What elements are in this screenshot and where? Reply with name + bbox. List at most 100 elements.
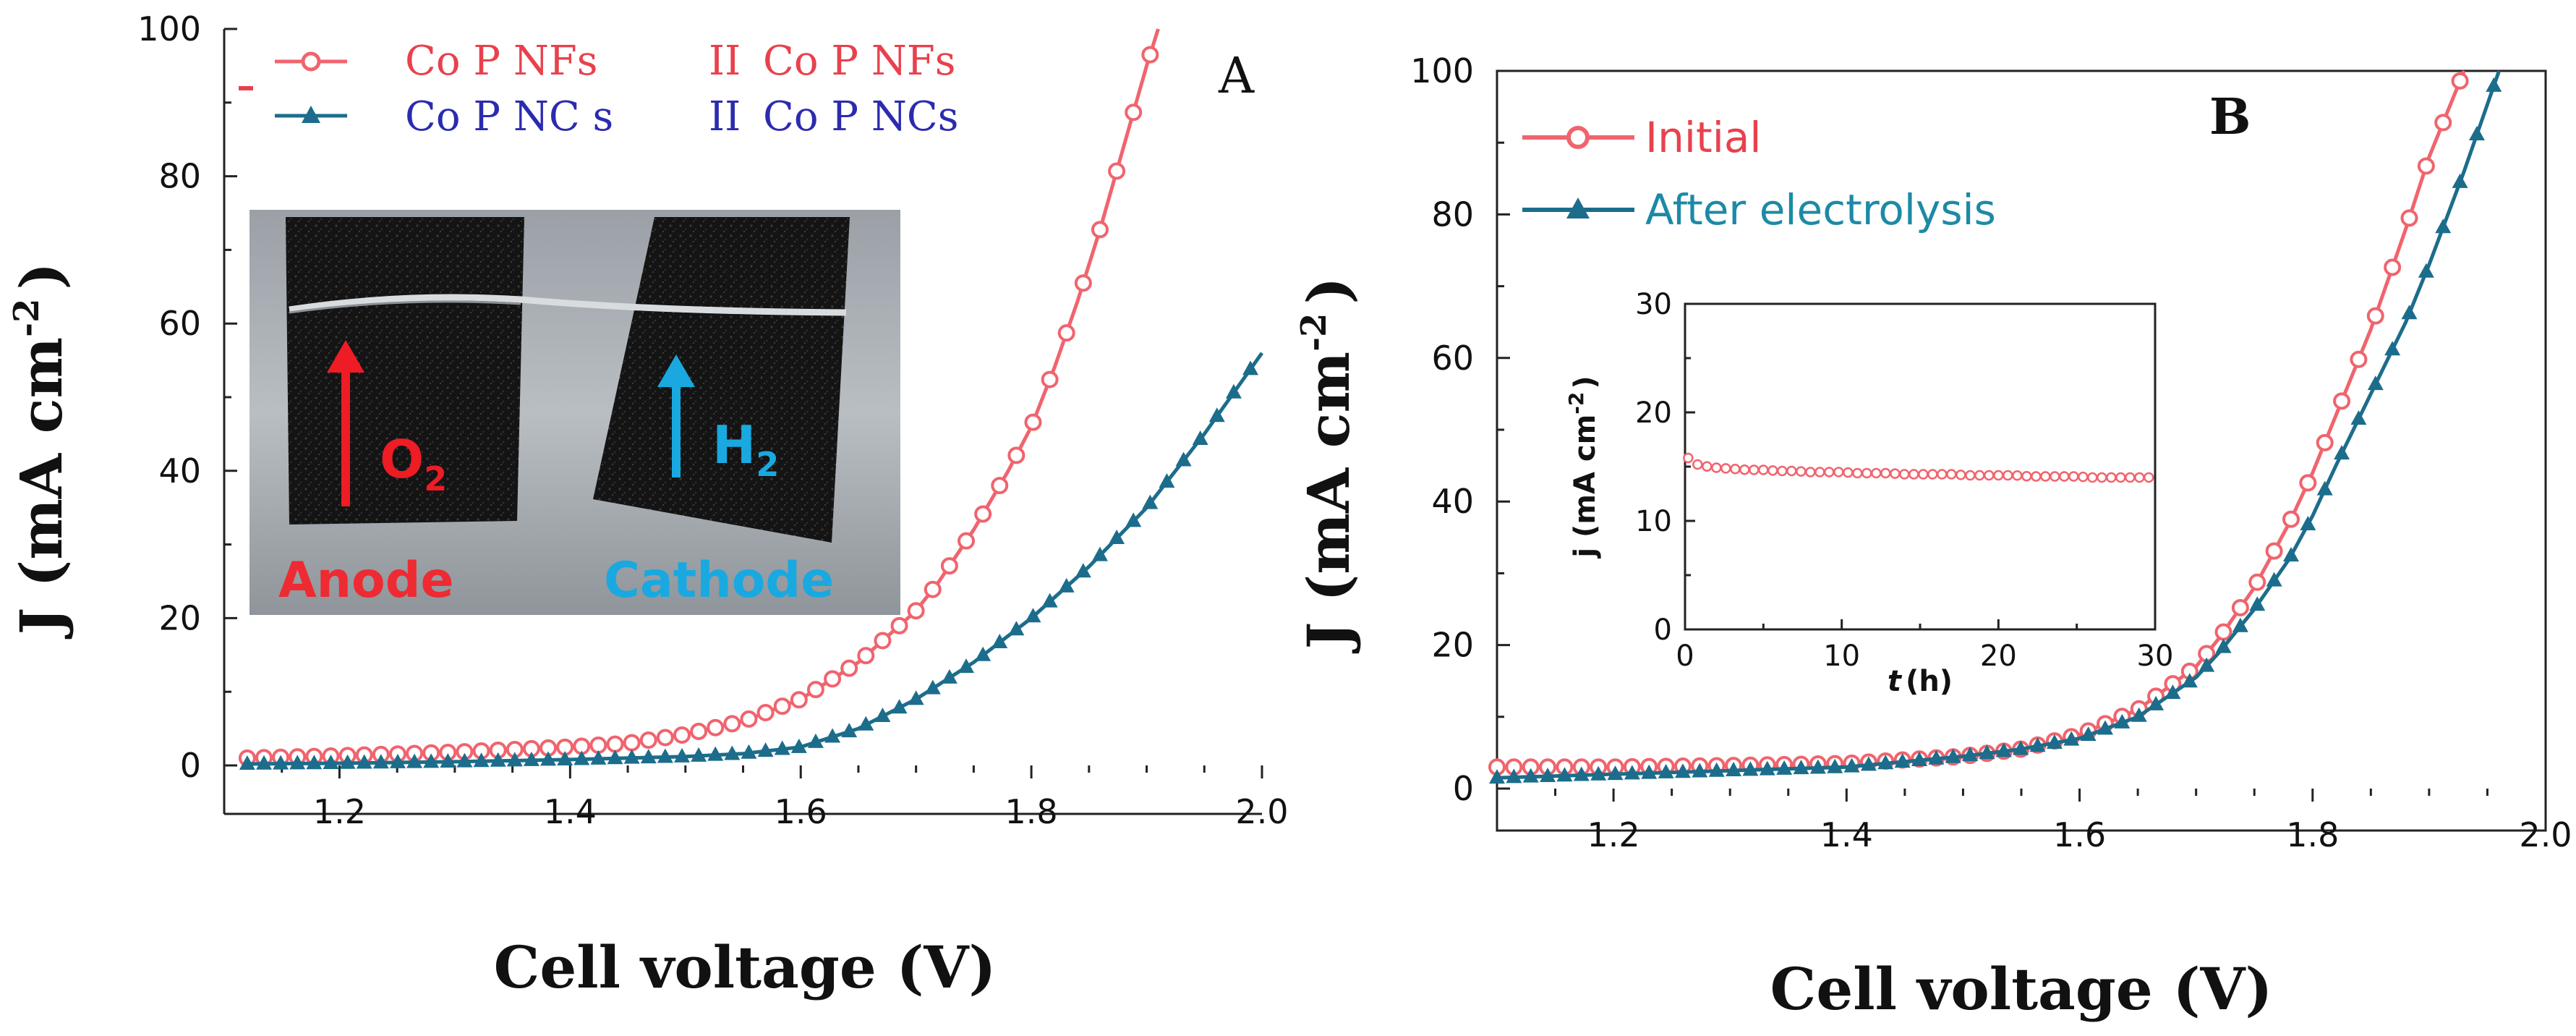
data-point bbox=[1945, 748, 1961, 763]
data-point bbox=[473, 752, 490, 768]
data-point bbox=[2249, 596, 2266, 611]
data-point bbox=[239, 755, 255, 770]
data-point bbox=[907, 602, 925, 620]
data-point bbox=[606, 735, 624, 753]
data-point bbox=[406, 753, 423, 768]
x-tick-label: 1.2 bbox=[1587, 815, 1640, 854]
data-point bbox=[356, 754, 372, 769]
y-tick-label: 80 bbox=[1431, 195, 1474, 234]
data-point bbox=[2400, 209, 2418, 227]
data-point bbox=[891, 699, 908, 714]
data-point bbox=[2350, 410, 2367, 425]
inset-data-point bbox=[1805, 467, 1816, 477]
data-point bbox=[824, 670, 842, 688]
data-point bbox=[1894, 753, 1911, 768]
data-point bbox=[941, 668, 958, 684]
data-point bbox=[372, 754, 389, 769]
data-point bbox=[890, 616, 908, 634]
data-point bbox=[1692, 763, 1708, 778]
data-point bbox=[857, 647, 875, 665]
data-point bbox=[975, 646, 991, 661]
y-tick-label: 80 bbox=[158, 157, 201, 196]
inset-data-point bbox=[2040, 471, 2051, 482]
legend-label-cop-nfs: Co P NFs bbox=[405, 38, 597, 85]
data-point bbox=[2367, 375, 2384, 391]
data-point bbox=[958, 658, 975, 674]
panel-a-x-tick-labels: 1.2 1.4 1.6 1.8 2.0 bbox=[313, 792, 1289, 831]
data-point bbox=[723, 715, 741, 733]
legend-marker-initial bbox=[1566, 126, 1590, 149]
panel-b-series bbox=[1488, 70, 2502, 784]
panel-a-y-axis-title: J (mA cm-2) bbox=[7, 263, 75, 640]
x-tick-label: 1.6 bbox=[775, 792, 827, 831]
panel-a-axes bbox=[223, 29, 1262, 815]
inset-data-point bbox=[2115, 472, 2126, 483]
panel-a-y-ticks bbox=[224, 27, 237, 767]
data-point bbox=[1041, 593, 1058, 608]
data-point bbox=[656, 729, 674, 747]
legend-sep-blue: II bbox=[709, 93, 741, 140]
data-point bbox=[1141, 46, 1159, 64]
inset-y-tick-label: 20 bbox=[1635, 396, 1672, 430]
data-point bbox=[740, 710, 758, 728]
inset-data-point bbox=[2097, 472, 2107, 483]
panel-b-legend: Initial After electrolysis bbox=[1522, 113, 1996, 234]
data-point bbox=[807, 733, 824, 748]
data-point bbox=[323, 755, 339, 770]
y-tick-label: 0 bbox=[180, 746, 201, 785]
data-point bbox=[573, 750, 590, 765]
legend-sep-red: II bbox=[709, 38, 741, 85]
panel-b-label: B bbox=[2209, 88, 2251, 146]
y-tick-label: 100 bbox=[137, 9, 201, 48]
electrolyzer-photo: O2 H2 Anode Cathode bbox=[250, 210, 900, 615]
inset-data-point bbox=[1965, 470, 1976, 481]
inset-data-point bbox=[1777, 465, 1788, 477]
data-point bbox=[1759, 760, 1775, 776]
data-point bbox=[1979, 744, 1995, 760]
panel-b-x-axis-title: Cell voltage (V) bbox=[1770, 955, 2273, 1023]
inset-x-tick-label: 10 bbox=[1823, 640, 1860, 673]
cathode-label: Cathode bbox=[604, 552, 834, 609]
data-point bbox=[2029, 737, 2046, 752]
data-point bbox=[924, 679, 941, 695]
data-point bbox=[673, 747, 690, 763]
data-point bbox=[924, 580, 942, 598]
inset-data-point bbox=[2078, 471, 2089, 483]
data-point bbox=[2181, 673, 2198, 688]
inset-data-point bbox=[2003, 470, 2013, 481]
inset-data-point bbox=[2144, 472, 2154, 483]
legend-label-initial: Initial bbox=[1645, 113, 1762, 162]
data-point bbox=[2165, 684, 2181, 700]
inset-y-tick-labels: 0 10 20 30 bbox=[1635, 288, 1672, 647]
data-point bbox=[790, 691, 808, 709]
legend-label-cop-nfs-2: Co P NFs bbox=[763, 38, 955, 85]
data-point bbox=[1522, 768, 1539, 783]
inset-series bbox=[1683, 452, 2154, 483]
legend-marker-cop-nfs bbox=[301, 51, 321, 72]
data-point bbox=[2265, 542, 2283, 560]
inset-data-point bbox=[2106, 472, 2117, 483]
data-point bbox=[1506, 768, 1522, 784]
data-point bbox=[741, 744, 757, 759]
data-point bbox=[908, 690, 924, 705]
data-point bbox=[1658, 763, 1674, 778]
inset-data-point bbox=[1833, 467, 1844, 477]
data-point bbox=[2451, 72, 2469, 90]
data-point bbox=[2266, 572, 2282, 587]
panel-b-x-ticks bbox=[1496, 789, 2547, 802]
x-tick-label: 1.8 bbox=[2286, 815, 2339, 854]
data-point bbox=[1025, 608, 1041, 623]
data-point bbox=[423, 753, 440, 768]
data-point bbox=[2333, 392, 2351, 410]
data-point bbox=[2486, 77, 2502, 92]
data-point bbox=[2418, 263, 2434, 278]
data-point bbox=[2231, 599, 2249, 617]
y-tick-label: 40 bbox=[158, 451, 201, 491]
inset-data-point bbox=[2134, 472, 2145, 483]
data-point bbox=[806, 681, 824, 699]
data-point bbox=[273, 755, 289, 770]
y-tick-label: 0 bbox=[1453, 769, 1474, 808]
data-point bbox=[2215, 638, 2232, 653]
inset-data-point bbox=[1711, 462, 1722, 473]
data-point bbox=[590, 750, 607, 765]
